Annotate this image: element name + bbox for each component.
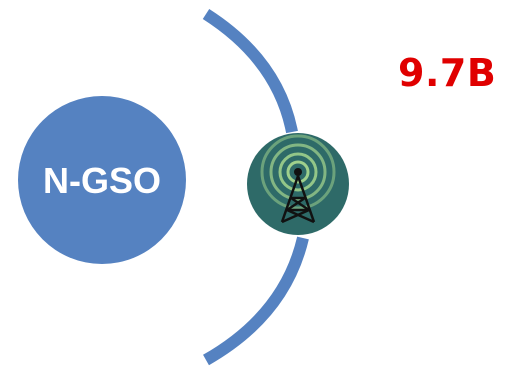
orbit-arc-lower	[203, 236, 309, 366]
tower-structure	[280, 175, 316, 224]
orbit-arc-upper	[202, 8, 298, 134]
n-gso-node	[18, 96, 186, 264]
value-label: 9.7B	[398, 51, 497, 95]
radio-tower-icon	[247, 133, 349, 235]
tower-antenna-tip	[294, 168, 302, 176]
tower-badge	[247, 133, 349, 235]
n-gso-label: N-GSO	[43, 160, 161, 201]
